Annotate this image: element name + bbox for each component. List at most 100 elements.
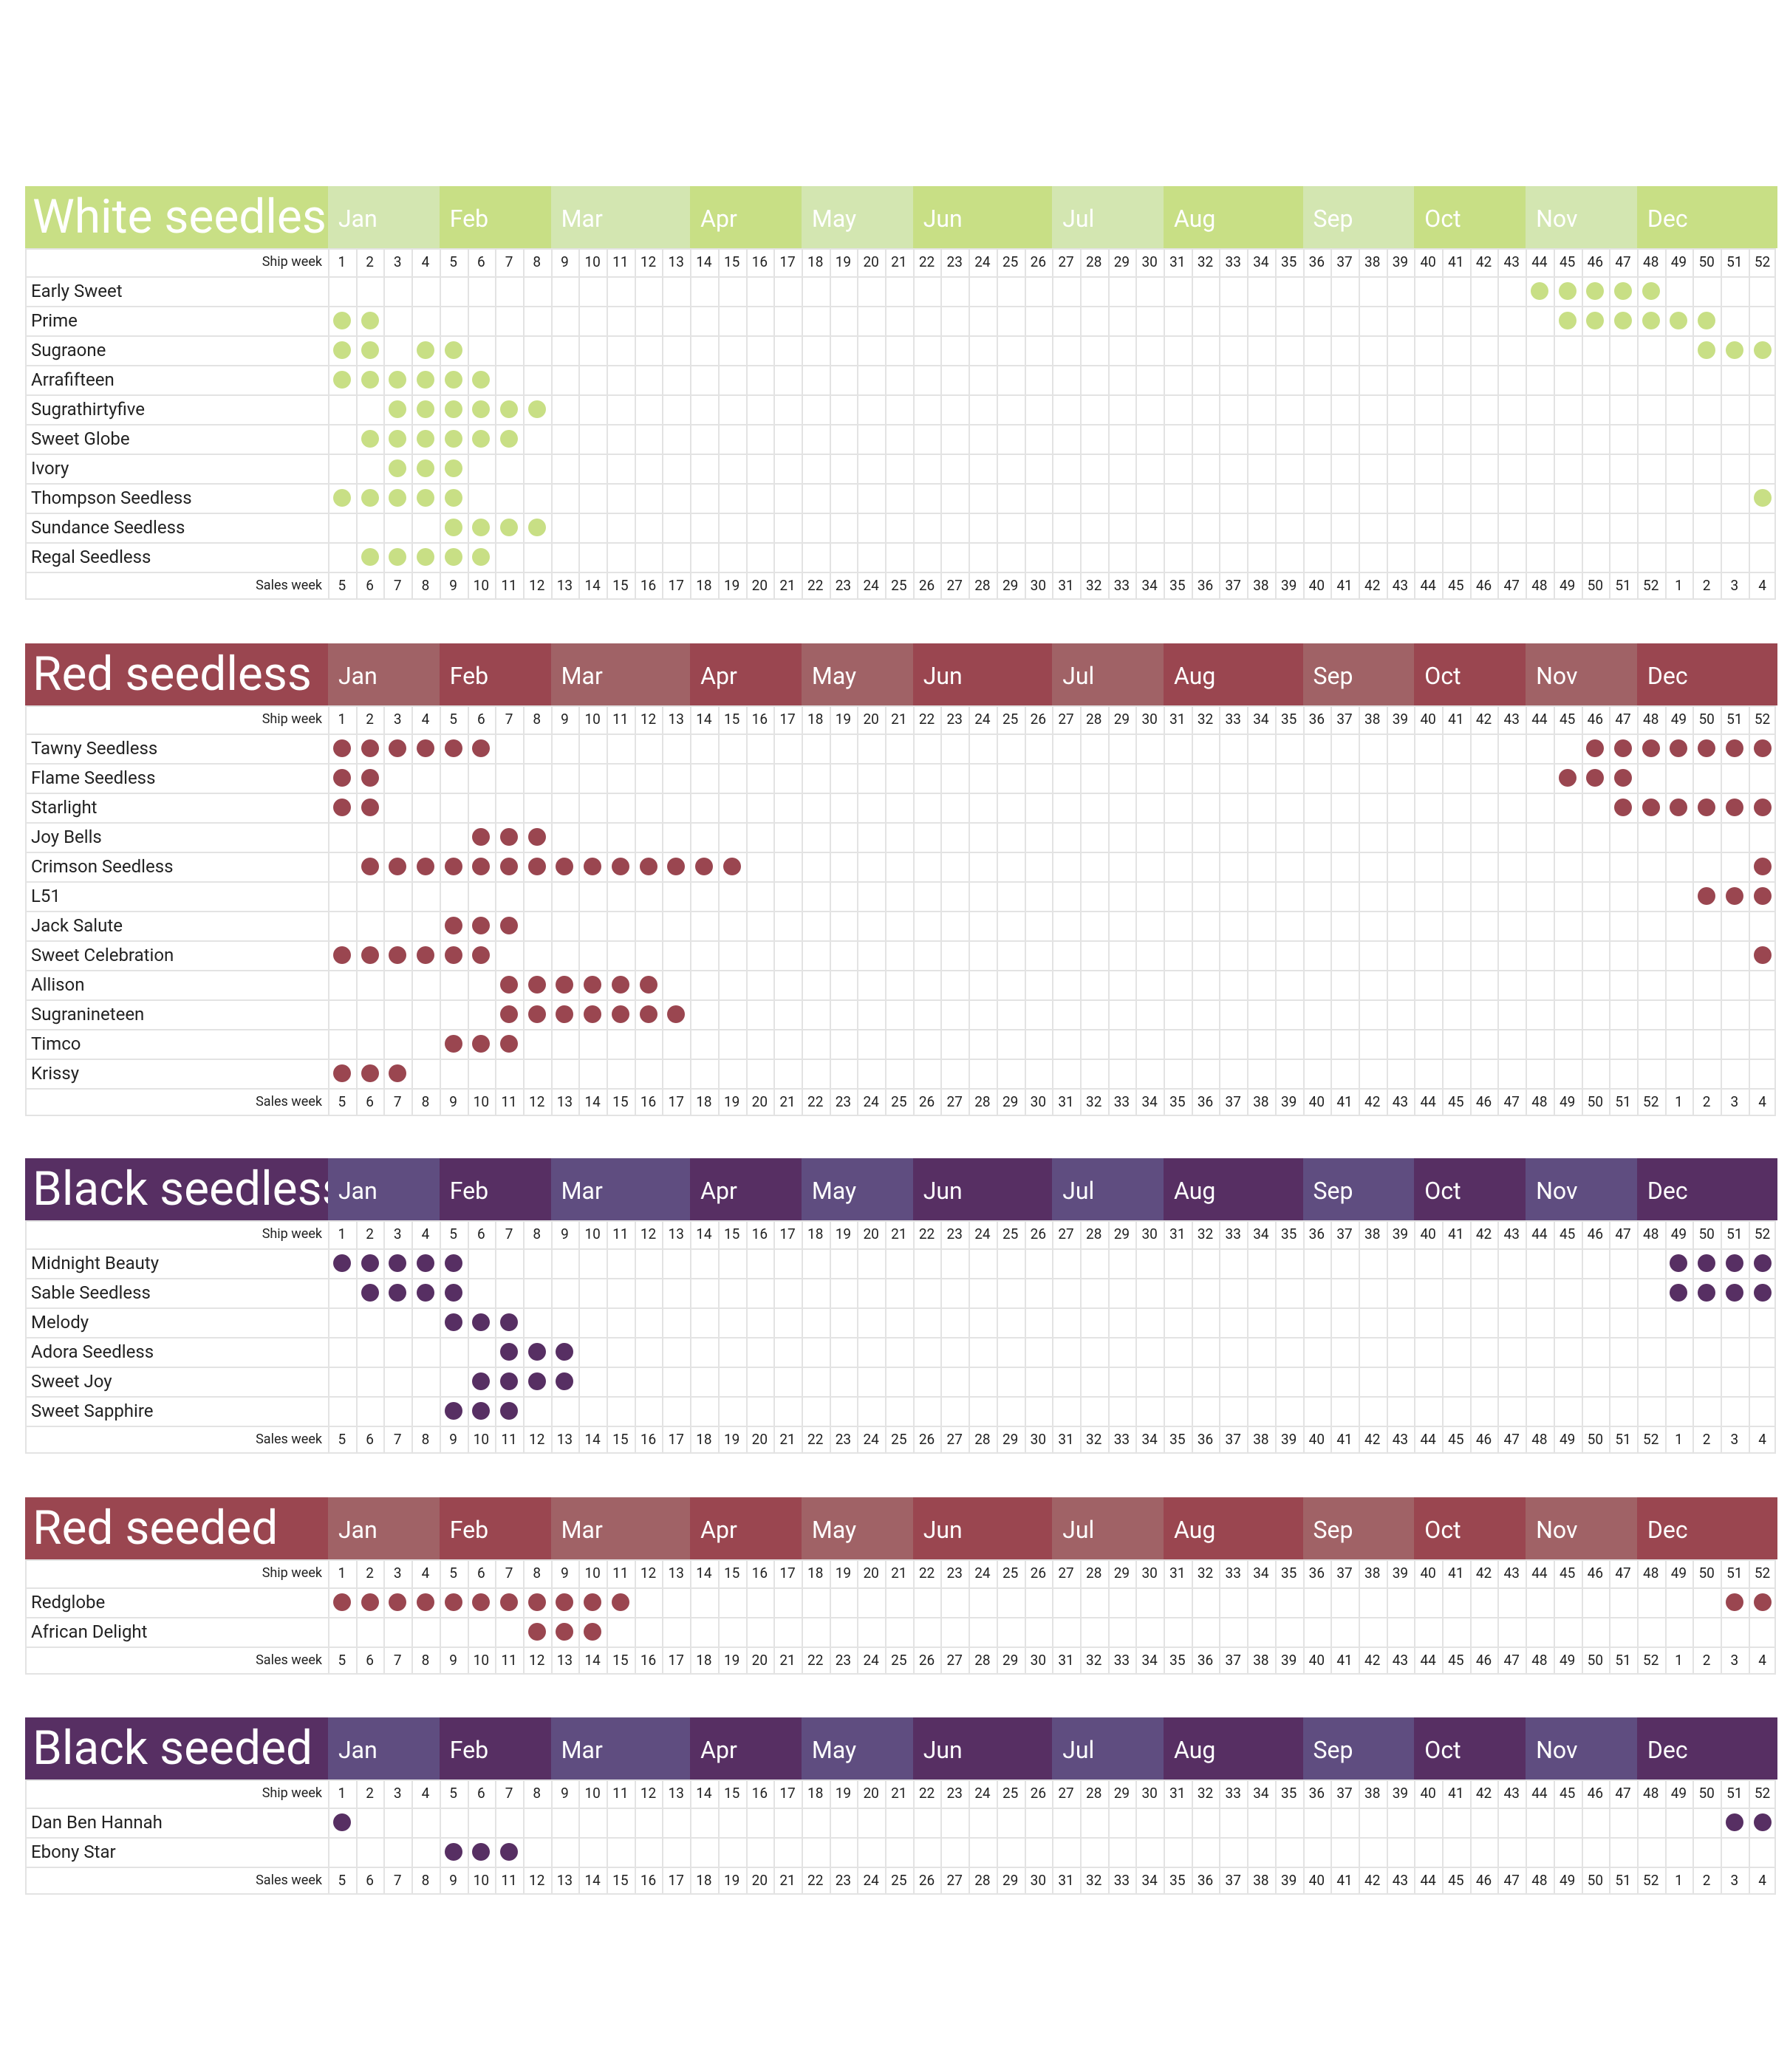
ship-week-number: 32 <box>1197 1785 1214 1802</box>
grid-col-line <box>1386 1779 1388 1895</box>
grid-col-line <box>773 1220 776 1454</box>
grid-col-line <box>1581 705 1583 1116</box>
month-header-jul: Jul <box>1052 1158 1164 1220</box>
sales-week-number: 32 <box>1086 1093 1102 1110</box>
grid-col-line <box>495 248 497 600</box>
grid-col-line <box>1636 248 1639 600</box>
grid-col-line <box>634 1559 636 1675</box>
sales-week-number: 16 <box>640 577 657 594</box>
variety-name: Krissy <box>31 1063 80 1084</box>
grid-col-line <box>1526 1220 1528 1454</box>
ship-week-number: 29 <box>1113 1565 1130 1582</box>
ship-week-number: 35 <box>1280 711 1297 728</box>
ship-week-number: 39 <box>1392 1225 1409 1242</box>
ship-week-number: 13 <box>668 1565 684 1582</box>
grid-row-line <box>25 1029 1776 1030</box>
sales-week-number: 43 <box>1392 1431 1409 1448</box>
grid-col-line <box>662 1779 664 1895</box>
grid-col-line <box>495 1779 497 1895</box>
ship-week-number: 25 <box>1002 1225 1019 1242</box>
sales-week-number: 10 <box>473 1093 490 1110</box>
sales-week-number: 46 <box>1475 1093 1492 1110</box>
grid-col-line <box>1107 1559 1110 1675</box>
month-header-jul: Jul <box>1052 1717 1164 1779</box>
sales-week-number: 12 <box>529 577 545 594</box>
sales-week-number: 38 <box>1253 1652 1269 1669</box>
ship-week-number: 48 <box>1643 1565 1659 1582</box>
grid-col-line <box>1497 705 1500 1116</box>
grid-col-line <box>328 248 329 600</box>
section-red-seedless: Red seedless Jan Feb Mar Apr May Jun Jul Aug Sep O… <box>25 643 1778 1116</box>
sales-week-number: 16 <box>640 1652 657 1669</box>
sales-week-number: 32 <box>1086 577 1102 594</box>
availability-dot <box>332 739 351 757</box>
ship-week-number: 9 <box>561 1565 569 1582</box>
sales-week-label: Sales week <box>256 1873 322 1888</box>
grid-row-line <box>25 1059 1776 1060</box>
grid-row-line <box>25 1367 1776 1368</box>
grid-col-line <box>717 1559 720 1675</box>
grid-col-line <box>1052 248 1054 600</box>
availability-dot <box>444 1254 462 1272</box>
grid-col-line <box>1330 1779 1333 1895</box>
sales-week-number: 47 <box>1503 1431 1520 1448</box>
ship-week-number: 19 <box>835 1785 852 1802</box>
grid-col-line <box>801 1779 803 1895</box>
variety-name: Timco <box>31 1033 81 1054</box>
grid-col-line <box>969 1779 971 1895</box>
sales-week-number: 1 <box>1675 1431 1683 1448</box>
ship-week-number: 7 <box>505 1785 513 1802</box>
ship-week-number: 31 <box>1169 1225 1186 1242</box>
grid-col-line <box>1442 1559 1444 1675</box>
sales-week-number: 10 <box>473 577 490 594</box>
grid-col-line <box>662 1220 664 1454</box>
ship-week-number: 34 <box>1253 1785 1269 1802</box>
grid-col-line <box>1553 705 1555 1116</box>
ship-week-number: 33 <box>1225 1565 1241 1582</box>
grid-col-line <box>1636 1559 1639 1675</box>
availability-dot <box>1698 887 1716 905</box>
grid-col-line <box>1079 1559 1082 1675</box>
ship-week-number: 24 <box>974 1785 991 1802</box>
grid-col-line <box>1774 248 1777 600</box>
availability-dot <box>1670 1284 1688 1302</box>
sales-week-number: 14 <box>584 577 601 594</box>
ship-week-number: 22 <box>918 253 935 270</box>
ship-week-number: 14 <box>696 711 712 728</box>
availability-dot <box>416 459 434 477</box>
grid-col-line <box>634 705 636 1116</box>
ship-week-number: 46 <box>1587 1225 1604 1242</box>
sales-week-number: 44 <box>1420 577 1436 594</box>
ship-week-number: 51 <box>1726 1565 1743 1582</box>
sales-week-number: 7 <box>393 577 402 594</box>
grid-col-line <box>996 1779 998 1895</box>
ship-week-number: 16 <box>751 1225 768 1242</box>
sales-week-number: 17 <box>668 1431 684 1448</box>
sales-week-number: 7 <box>393 1431 402 1448</box>
month-header-may: May <box>801 1497 913 1559</box>
ship-week-label: Ship week <box>262 711 322 727</box>
grid-col-line <box>607 705 608 1116</box>
grid-col-line <box>1442 705 1444 1116</box>
sales-week-number: 52 <box>1643 1431 1659 1448</box>
grid-col-line <box>1553 1559 1555 1675</box>
sales-week-number: 45 <box>1448 1872 1464 1889</box>
variety-name: Sugrathirtyfive <box>31 399 146 420</box>
grid-col-line <box>25 705 27 1116</box>
availability-dot <box>472 828 491 846</box>
availability-dot <box>1642 282 1660 300</box>
ship-week-number: 8 <box>533 1785 542 1802</box>
availability-dot <box>1698 312 1716 329</box>
ship-week-number: 41 <box>1448 1565 1464 1582</box>
section-header: Red seeded Jan Feb Mar Apr May Jun Jul Aug Sep Oct… <box>25 1497 1778 1559</box>
ship-week-number: 13 <box>668 1785 684 1802</box>
grid-col-line <box>912 248 915 600</box>
sales-week-number: 44 <box>1420 1431 1436 1448</box>
ship-week-number: 24 <box>974 1565 991 1582</box>
availability-dot <box>500 1343 519 1361</box>
grid-col-line <box>383 1559 386 1675</box>
grid-col-line <box>1024 1559 1026 1675</box>
ship-week-number: 45 <box>1559 1565 1576 1582</box>
sales-week-number: 47 <box>1503 1093 1520 1110</box>
sales-week-number: 31 <box>1058 1652 1074 1669</box>
